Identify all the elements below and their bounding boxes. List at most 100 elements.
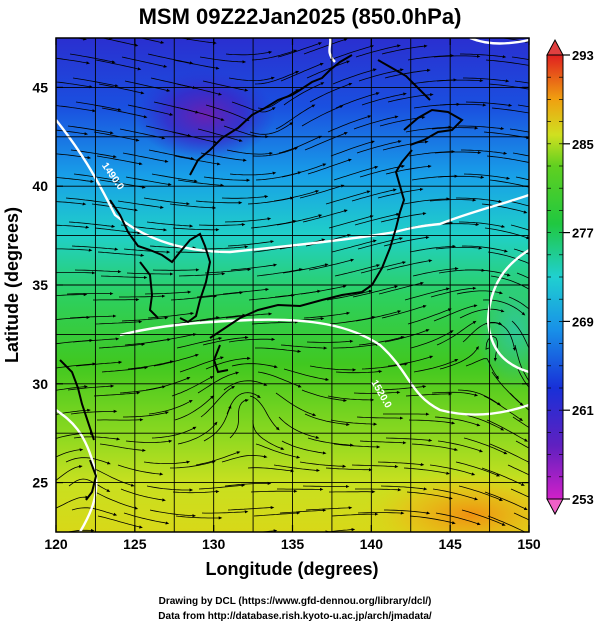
streamline	[56, 201, 87, 206]
streamline	[299, 461, 347, 468]
contour-1490	[56, 119, 529, 254]
streamline	[278, 416, 320, 439]
grid	[56, 38, 529, 532]
streamline	[465, 101, 513, 107]
streamline	[94, 227, 142, 235]
streamline	[255, 443, 301, 459]
streamline	[101, 366, 149, 373]
streamline	[329, 45, 375, 61]
streamline	[100, 38, 139, 47]
streamline	[56, 248, 93, 252]
streamline	[357, 237, 404, 250]
streamline	[75, 533, 119, 538]
streamline	[433, 304, 478, 322]
streamline	[95, 59, 142, 71]
streamline	[123, 248, 171, 254]
streamline	[70, 409, 118, 415]
streamline	[457, 30, 502, 33]
streamline	[97, 515, 143, 529]
streamline	[380, 212, 427, 223]
colorbar-tick-label: 285	[572, 137, 594, 152]
streamline	[380, 485, 428, 491]
streamline	[66, 292, 114, 296]
streamline	[253, 511, 301, 517]
streamline	[121, 316, 169, 322]
streamline	[149, 509, 196, 518]
streamline	[67, 384, 115, 391]
streamline	[411, 443, 458, 452]
streamline	[511, 320, 529, 350]
streamline	[461, 149, 508, 155]
streamline	[280, 62, 324, 82]
streamline	[458, 125, 505, 131]
streamline	[96, 155, 143, 166]
streamline	[489, 443, 529, 464]
streamline	[93, 131, 140, 142]
colorbar-tick-label: 261	[572, 403, 594, 418]
streamline	[406, 491, 453, 500]
streamline	[359, 164, 405, 178]
plot-area: 1490.0 1520.0	[56, 30, 583, 555]
streamline	[201, 510, 249, 514]
streamline	[252, 419, 285, 450]
streamline	[179, 38, 217, 45]
streamline	[171, 376, 214, 397]
streamline	[173, 316, 220, 325]
streamline	[152, 268, 200, 272]
streamline	[221, 454, 268, 463]
streamline	[121, 56, 168, 68]
x-tick-label: 135	[281, 536, 305, 552]
streamline	[352, 285, 399, 298]
streamline	[275, 104, 316, 130]
streamline	[275, 392, 317, 417]
streamline	[172, 227, 220, 232]
streamline	[231, 363, 278, 369]
streamline	[195, 451, 241, 466]
streamline	[98, 342, 146, 349]
streamline	[56, 385, 88, 391]
streamline	[306, 339, 354, 343]
streamline	[328, 215, 374, 229]
colorbar-bottom-arrow	[546, 498, 564, 516]
streamline	[485, 322, 516, 352]
streamline	[463, 437, 508, 455]
streamline	[198, 483, 246, 490]
y-tick-label: 30	[32, 376, 48, 392]
streamline	[283, 82, 325, 106]
streamline	[222, 287, 270, 295]
streamline	[543, 534, 583, 555]
streamline	[224, 217, 272, 223]
streamline	[481, 467, 525, 486]
streamline	[153, 534, 197, 541]
streamline	[353, 390, 401, 395]
streamline	[439, 345, 479, 370]
streamline	[178, 272, 226, 277]
streamline	[196, 291, 244, 298]
streamline	[205, 356, 251, 370]
streamline	[433, 54, 481, 58]
streamline	[331, 512, 379, 517]
streamline	[250, 489, 298, 493]
streamline	[278, 135, 323, 154]
streamline	[384, 329, 430, 343]
streamline	[332, 68, 377, 85]
streamline	[431, 32, 476, 33]
streamline	[510, 488, 529, 498]
streamline	[139, 38, 165, 44]
x-axis-label: Longitude (degrees)	[205, 559, 378, 579]
streamline	[353, 115, 399, 130]
streamline	[516, 272, 529, 279]
streamline	[119, 294, 166, 298]
streamline	[306, 60, 351, 79]
east-anomaly	[475, 270, 529, 390]
streamline	[56, 408, 91, 415]
streamline	[325, 190, 371, 205]
streamline	[335, 370, 383, 374]
streamline	[67, 125, 114, 135]
streamline	[125, 176, 172, 186]
kyushu-coast	[212, 344, 229, 374]
y-tick-label: 45	[32, 79, 48, 95]
streamline	[512, 416, 529, 429]
chart-title: MSM 09Z22Jan2025 (850.0hPa)	[139, 4, 462, 29]
streamline	[460, 413, 505, 431]
